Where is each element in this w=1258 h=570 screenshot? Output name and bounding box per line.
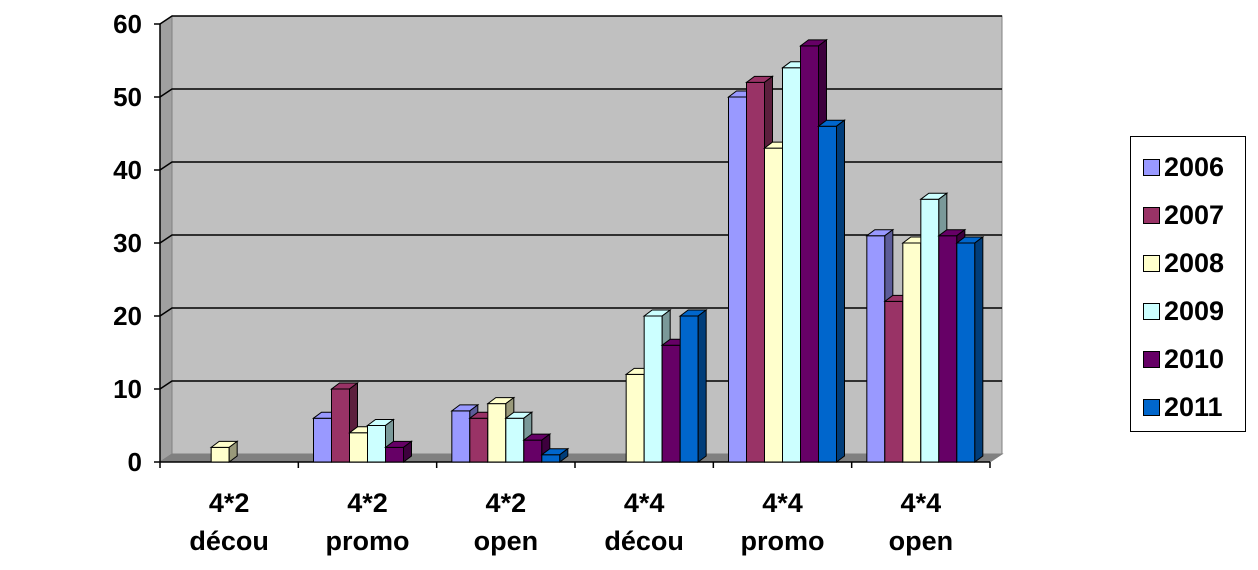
bar-2011 — [678, 309, 708, 463]
legend-label: 2006 — [1164, 151, 1225, 182]
gridlines — [159, 15, 1002, 390]
legend-swatch — [1143, 254, 1160, 272]
y-tick-label: 40 — [113, 155, 142, 185]
legend: 2006 2007 2008 2009 2010 2011 — [1130, 136, 1246, 432]
bar-front — [782, 67, 801, 463]
y-tick-label: 10 — [113, 374, 142, 404]
bar-front — [469, 417, 489, 463]
y-tick-label: 60 — [113, 9, 142, 39]
bar-front — [800, 45, 819, 463]
bar-front — [313, 417, 332, 463]
legend-item-2010: 2010 — [1131, 335, 1245, 383]
y-tick-label: 30 — [113, 228, 142, 258]
x-category-label: 4*2 décou — [189, 488, 269, 556]
legend-item-2009: 2009 — [1131, 287, 1245, 335]
bar-2008 — [209, 440, 239, 463]
bar-front — [385, 446, 404, 463]
gridline — [159, 161, 1002, 171]
x-category-label: 4*4 promo — [741, 488, 825, 556]
gridline — [159, 307, 1002, 317]
bars — [209, 38, 985, 464]
bar-front — [523, 439, 543, 463]
bar-side — [559, 447, 569, 463]
bar-front — [541, 454, 561, 463]
gridline — [159, 15, 1002, 25]
legend-label: 2010 — [1164, 343, 1225, 374]
bar-front — [210, 446, 230, 463]
bar-side — [228, 440, 238, 463]
legend-swatch — [1143, 398, 1160, 416]
bar-front — [505, 417, 525, 463]
bar-front — [487, 403, 507, 463]
bar-front — [920, 198, 940, 463]
x-category-label: 4*2 open — [474, 488, 539, 556]
bar-front — [728, 96, 747, 463]
bar-front — [818, 125, 837, 463]
x-category-label: 4*4 décou — [604, 488, 684, 556]
bar-2011 — [955, 236, 985, 463]
bar-front — [331, 388, 350, 463]
bar-front — [451, 410, 471, 463]
bar-front — [866, 235, 886, 463]
legend-label: 2011 — [1164, 391, 1223, 422]
bar-2011 — [817, 119, 846, 463]
y-tick-label: 50 — [113, 82, 142, 112]
bar-front — [643, 315, 663, 463]
bar-front — [349, 432, 368, 463]
gridline — [159, 234, 1002, 244]
legend-label: 2007 — [1164, 199, 1225, 230]
bar-front — [625, 373, 645, 463]
bar-side — [403, 440, 412, 463]
y-tick-label: 0 — [128, 447, 142, 477]
bar-front — [679, 315, 699, 463]
x-category-label: 4*4 open — [889, 488, 954, 556]
bar-front — [764, 147, 783, 463]
bar-front — [661, 344, 681, 463]
bar-front — [902, 242, 922, 463]
bar-front — [938, 235, 958, 463]
legend-item-2011: 2011 — [1131, 383, 1245, 431]
legend-label: 2008 — [1164, 247, 1225, 278]
legend-swatch — [1143, 206, 1160, 224]
bar-side — [836, 119, 845, 463]
legend-swatch — [1143, 158, 1160, 176]
gridline — [159, 88, 1002, 98]
y-tick-label: 20 — [113, 301, 142, 331]
legend-item-2008: 2008 — [1131, 239, 1245, 287]
legend-swatch — [1143, 302, 1160, 320]
bar-2011 — [540, 447, 570, 463]
x-category-label: 4*2 promo — [326, 488, 410, 556]
bar-front — [746, 81, 765, 463]
bar-side — [974, 236, 984, 463]
legend-swatch — [1143, 350, 1160, 368]
bar-front — [367, 425, 386, 463]
bar-front — [884, 300, 904, 463]
legend-item-2007: 2007 — [1131, 191, 1245, 239]
y-axis-ticks: 0 10 20 30 40 50 60 — [113, 9, 160, 477]
x-axis-labels: 4*2 décou 4*2 promo 4*2 open 4*4 décou 4*4 promo 4… — [189, 488, 953, 556]
bar-front — [956, 242, 976, 463]
bar-2010 — [384, 440, 413, 463]
bar-side — [697, 309, 707, 463]
legend-item-2006: 2006 — [1131, 143, 1245, 191]
gridline — [159, 380, 1002, 390]
legend-label: 2009 — [1164, 295, 1225, 326]
